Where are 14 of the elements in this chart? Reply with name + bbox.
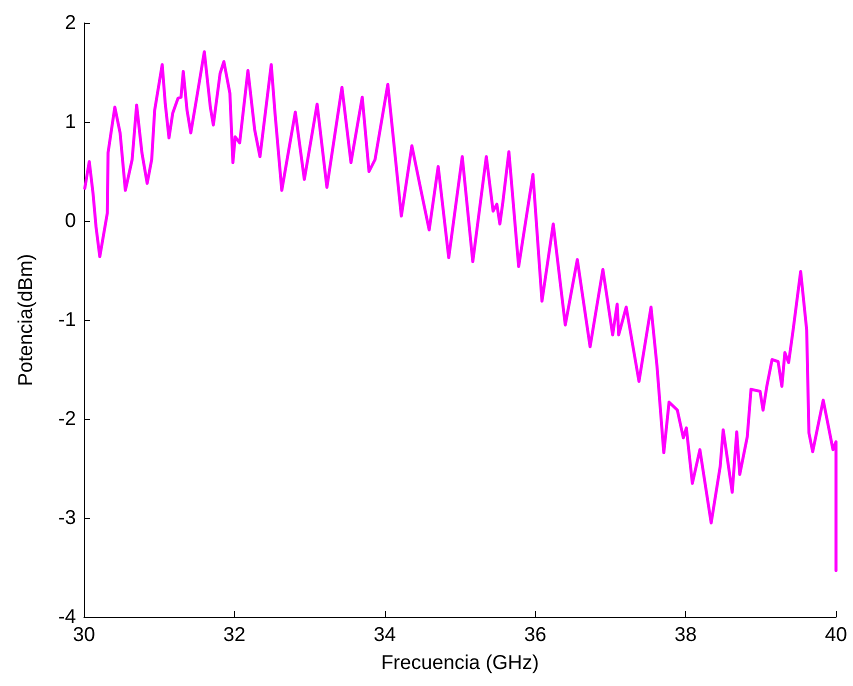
y-tick-label: -3 xyxy=(58,507,76,529)
x-tick-label: 38 xyxy=(674,624,697,646)
x-tick-label: 34 xyxy=(374,624,396,646)
x-tick-label: 36 xyxy=(524,624,546,646)
x-tick-label: 40 xyxy=(824,624,848,646)
line-series xyxy=(83,50,838,572)
y-axis-title: Potencia(dBm) xyxy=(15,254,37,386)
y-tick-label: 0 xyxy=(64,210,76,232)
y-tick-label: -2 xyxy=(58,408,76,430)
x-axis-title: Frecuencia (GHz) xyxy=(381,652,539,674)
y-tick-label: -1 xyxy=(58,309,76,331)
y-tick-label: 2 xyxy=(64,12,76,34)
y-tick-label: 1 xyxy=(64,111,76,133)
x-tick-label: 32 xyxy=(223,624,246,646)
